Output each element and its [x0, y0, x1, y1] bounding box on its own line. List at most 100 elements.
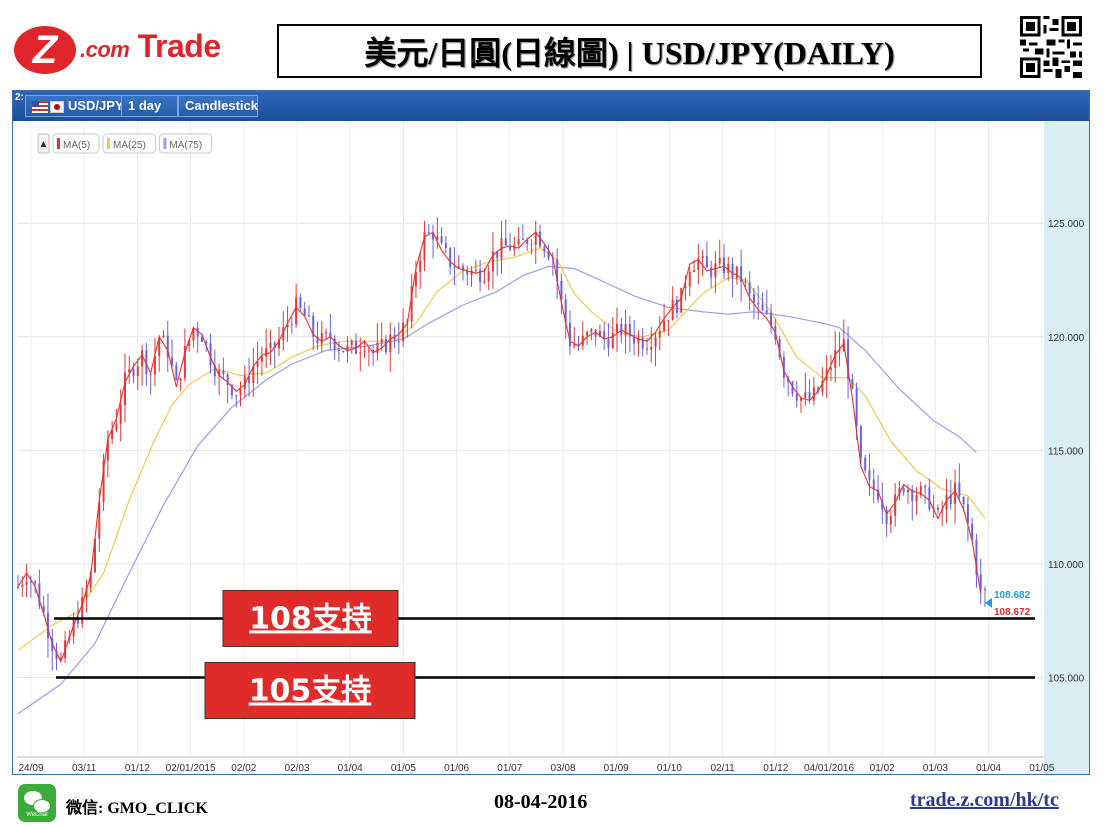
- candle-body: [483, 281, 486, 283]
- candle-body: [166, 335, 169, 358]
- chart-style-button[interactable]: Candlestick: [178, 95, 258, 117]
- wechat-id: 微信: GMO_CLICK: [66, 800, 208, 817]
- jp-flag-icon: [50, 100, 64, 113]
- candle-body: [509, 245, 512, 250]
- candle-body: [889, 516, 892, 525]
- candle-body: [650, 346, 653, 350]
- candle-body: [735, 266, 738, 279]
- legend-collapse-button[interactable]: [37, 133, 50, 154]
- candle-body: [337, 349, 340, 351]
- candle-body: [46, 612, 49, 638]
- candle-body: [949, 494, 952, 505]
- legend-item[interactable]: MA(5): [52, 133, 100, 154]
- candle-body: [645, 348, 648, 350]
- y-tick-label: 125.000: [1048, 219, 1085, 230]
- us-flag-icon: [32, 100, 48, 113]
- candle-body: [705, 256, 708, 268]
- candle-body: [984, 589, 986, 591]
- candle-body: [847, 339, 850, 380]
- candle-body: [491, 251, 494, 272]
- candle-body: [320, 332, 323, 344]
- x-tick-label: 01/09: [604, 763, 629, 774]
- candle-body: [21, 585, 24, 587]
- candle-body: [427, 231, 430, 233]
- candle-body: [504, 238, 507, 246]
- legend-label: MA(5): [63, 140, 90, 151]
- symbol-selector-button[interactable]: USD/JPY: [25, 95, 131, 117]
- candle-body: [380, 339, 383, 343]
- zcom-trade-logo: Z .com Trade: [14, 22, 244, 78]
- candle-body: [594, 329, 597, 337]
- candle-body: [616, 323, 619, 333]
- candle-body: [573, 344, 576, 347]
- candle-body: [123, 372, 126, 406]
- candle-body: [200, 336, 203, 342]
- price-axis-panel: [1044, 121, 1089, 774]
- candle-body: [633, 336, 636, 344]
- candle-body: [675, 299, 678, 313]
- candle-body: [979, 574, 982, 590]
- candle-body: [868, 470, 871, 480]
- candle-body: [894, 494, 897, 517]
- candle-body: [192, 327, 195, 341]
- candle-body: [641, 337, 644, 349]
- candle-body: [235, 395, 238, 397]
- candle-body: [697, 258, 700, 271]
- candle-body: [521, 239, 524, 241]
- candle-body: [38, 583, 41, 606]
- candle-body: [701, 256, 704, 259]
- candle-body: [821, 380, 824, 392]
- candle-body: [851, 379, 854, 389]
- candle-body: [603, 331, 606, 340]
- candle-body: [278, 340, 281, 349]
- candle-body: [877, 489, 880, 500]
- x-tick-label: 01/04: [338, 763, 363, 774]
- timeframe-button[interactable]: 1 day: [121, 95, 178, 117]
- candle-body: [307, 315, 310, 317]
- candle-body: [881, 499, 884, 511]
- candle-body: [389, 334, 392, 353]
- candle-body: [834, 349, 837, 369]
- candle-body: [534, 231, 537, 245]
- candle-body: [470, 270, 473, 275]
- candle-body: [590, 329, 593, 333]
- candle-body: [722, 257, 725, 274]
- candle-body: [936, 507, 939, 510]
- candle-body: [817, 387, 820, 392]
- candle-body: [316, 336, 319, 344]
- candle-body: [252, 366, 255, 384]
- legend-item[interactable]: MA(25): [102, 133, 156, 154]
- x-tick-label: 02/02: [231, 763, 256, 774]
- candle-body: [230, 385, 233, 396]
- candle-body: [25, 581, 28, 586]
- wechat-icon: [18, 784, 56, 822]
- candle-body: [667, 320, 670, 322]
- candle-body: [76, 619, 79, 624]
- candle-body: [547, 250, 550, 259]
- candle-body: [924, 485, 927, 488]
- legend-item[interactable]: MA(75): [158, 133, 213, 154]
- candle-body: [346, 345, 349, 352]
- website-link[interactable]: trade.z.com/hk/tc: [910, 789, 1059, 811]
- candle-body: [954, 482, 957, 505]
- candle-body: [757, 302, 760, 305]
- candle-body: [761, 304, 764, 311]
- candle-body: [765, 310, 768, 313]
- candle-body: [432, 232, 435, 240]
- candle-body: [727, 263, 730, 274]
- candle-body: [808, 392, 811, 401]
- candle-body: [556, 259, 559, 281]
- candle-body: [872, 479, 875, 490]
- ma25-line: [17, 247, 986, 651]
- support-label: 108支持: [249, 601, 372, 636]
- candle-body: [273, 342, 276, 349]
- candle-body: [363, 350, 366, 353]
- candle-body: [423, 231, 426, 261]
- x-tick-label: 01/06: [444, 763, 469, 774]
- candle-body: [59, 658, 62, 660]
- candle-body: [128, 369, 131, 373]
- candle-body: [205, 341, 208, 344]
- candle-body: [342, 350, 345, 352]
- candle-body: [106, 439, 109, 461]
- candle-body: [517, 239, 520, 245]
